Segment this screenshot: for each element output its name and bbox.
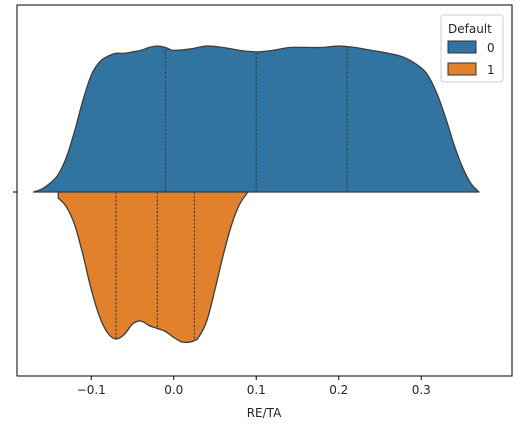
violin-1: [57, 191, 249, 344]
x-tick-label: 0.3: [412, 383, 431, 397]
x-tick-label: −0.1: [77, 383, 106, 397]
legend-swatch-0: [447, 40, 477, 54]
legend-label-0: 0: [487, 41, 495, 55]
plot-frame: [16, 4, 513, 377]
legend-swatch-1: [447, 62, 477, 76]
legend: Default 0 1: [440, 14, 504, 83]
x-tick-label: 0.1: [247, 383, 266, 397]
x-axis: −0.1 0.0 0.1 0.2 0.3: [77, 376, 431, 397]
legend-label-1: 1: [487, 63, 495, 77]
plot-layer: [32, 45, 480, 344]
x-tick-label: 0.0: [164, 383, 183, 397]
legend-title: Default: [448, 22, 492, 36]
x-axis-label: RE/TA: [247, 406, 282, 420]
x-tick-label: 0.2: [329, 383, 348, 397]
